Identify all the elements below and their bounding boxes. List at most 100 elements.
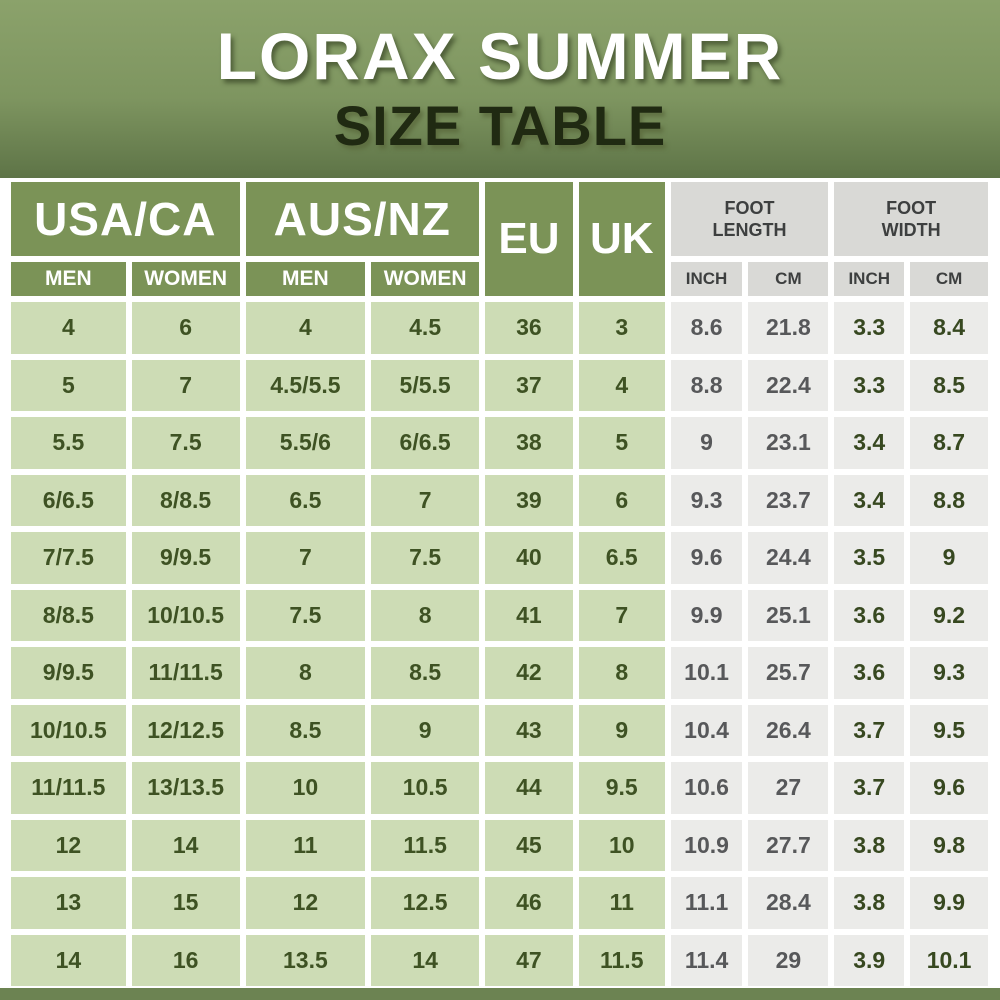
size-cell: 8 (578, 647, 665, 699)
size-cell: 4 (245, 302, 366, 354)
size-cell: 10.4 (670, 704, 743, 756)
size-cell: 45 (485, 819, 573, 871)
size-cell: 4.5/5.5 (245, 359, 366, 411)
size-cell: 25.1 (748, 589, 829, 641)
size-cell: 11 (578, 877, 665, 929)
header-usa-ca: USA/CA (11, 182, 240, 256)
size-cell: 5.5/6 (245, 417, 366, 469)
size-cell: 24.4 (748, 532, 829, 584)
size-cell: 16 (131, 934, 240, 986)
size-cell: 27.7 (748, 819, 829, 871)
header-aus-nz: AUS/NZ (245, 182, 480, 256)
size-cell: 10 (578, 819, 665, 871)
size-cell: 6 (578, 474, 665, 526)
size-cell: 7/7.5 (11, 532, 126, 584)
title-banner: LORAX SUMMER SIZE TABLE (0, 0, 1000, 178)
size-cell: 8.5 (371, 647, 480, 699)
header-eu: EU (485, 182, 573, 296)
size-cell: 11/11.5 (11, 762, 126, 814)
size-cell: 25.7 (748, 647, 829, 699)
size-cell: 5.5 (11, 417, 126, 469)
size-cell: 7 (245, 532, 366, 584)
size-cell: 9.3 (670, 474, 743, 526)
size-cell: 6.5 (245, 474, 366, 526)
size-cell: 5/5.5 (371, 359, 480, 411)
size-cell: 7.5 (245, 589, 366, 641)
size-cell: 11.5 (371, 819, 480, 871)
size-cell: 7 (131, 359, 240, 411)
size-cell: 8.8 (910, 474, 988, 526)
size-cell: 37 (485, 359, 573, 411)
size-cell: 3.4 (834, 474, 905, 526)
size-cell: 3 (578, 302, 665, 354)
size-cell: 11 (245, 819, 366, 871)
size-cell: 9 (371, 704, 480, 756)
size-cell: 10/10.5 (131, 589, 240, 641)
size-cell: 3.8 (834, 819, 905, 871)
size-table: USA/CA AUS/NZ EU UK FOOT LENGTH FOOT WID… (11, 182, 988, 986)
size-cell: 11.1 (670, 877, 743, 929)
size-cell: 9.8 (910, 819, 988, 871)
size-cell: 8/8.5 (131, 474, 240, 526)
subheader-width-inch: INCH (834, 262, 905, 296)
size-cell: 13.5 (245, 934, 366, 986)
header-foot-length: FOOT LENGTH (670, 182, 829, 256)
subheader-length-inch: INCH (670, 262, 743, 296)
size-cell: 8 (371, 589, 480, 641)
size-cell: 8.7 (910, 417, 988, 469)
size-cell: 9 (910, 532, 988, 584)
size-cell: 44 (485, 762, 573, 814)
size-cell: 13/13.5 (131, 762, 240, 814)
size-cell: 7 (371, 474, 480, 526)
size-cell: 9/9.5 (131, 532, 240, 584)
subheader-width-cm: CM (910, 262, 988, 296)
page-subtitle: SIZE TABLE (333, 94, 667, 158)
size-cell: 9 (578, 704, 665, 756)
size-cell: 8 (245, 647, 366, 699)
size-cell: 22.4 (748, 359, 829, 411)
size-cell: 7.5 (131, 417, 240, 469)
size-cell: 26.4 (748, 704, 829, 756)
size-cell: 8.5 (910, 359, 988, 411)
size-cell: 8.5 (245, 704, 366, 756)
size-cell: 9.5 (578, 762, 665, 814)
size-cell: 3.8 (834, 877, 905, 929)
size-cell: 7.5 (371, 532, 480, 584)
size-cell: 10/10.5 (11, 704, 126, 756)
size-cell: 41 (485, 589, 573, 641)
size-cell: 11.5 (578, 934, 665, 986)
size-cell: 9.2 (910, 589, 988, 641)
size-cell: 39 (485, 474, 573, 526)
size-cell: 12 (245, 877, 366, 929)
size-cell: 7 (578, 589, 665, 641)
size-table-area: USA/CA AUS/NZ EU UK FOOT LENGTH FOOT WID… (0, 178, 1000, 1000)
size-cell: 23.7 (748, 474, 829, 526)
size-cell: 9.6 (910, 762, 988, 814)
size-cell: 13 (11, 877, 126, 929)
size-cell: 9.3 (910, 647, 988, 699)
size-cell: 8.4 (910, 302, 988, 354)
size-cell: 8.8 (670, 359, 743, 411)
size-cell: 9 (670, 417, 743, 469)
size-cell: 12.5 (371, 877, 480, 929)
size-cell: 10.1 (910, 934, 988, 986)
size-cell: 27 (748, 762, 829, 814)
size-cell: 21.8 (748, 302, 829, 354)
size-cell: 3.7 (834, 762, 905, 814)
size-cell: 9.5 (910, 704, 988, 756)
size-cell: 23.1 (748, 417, 829, 469)
size-cell: 4.5 (371, 302, 480, 354)
size-cell: 3.6 (834, 589, 905, 641)
size-cell: 3.6 (834, 647, 905, 699)
size-cell: 10.9 (670, 819, 743, 871)
subheader-aus-women: WOMEN (371, 262, 480, 296)
size-cell: 8/8.5 (11, 589, 126, 641)
size-cell: 28.4 (748, 877, 829, 929)
size-cell: 10.1 (670, 647, 743, 699)
size-cell: 5 (11, 359, 126, 411)
subheader-usa-women: WOMEN (131, 262, 240, 296)
size-cell: 47 (485, 934, 573, 986)
size-cell: 42 (485, 647, 573, 699)
size-cell: 5 (578, 417, 665, 469)
